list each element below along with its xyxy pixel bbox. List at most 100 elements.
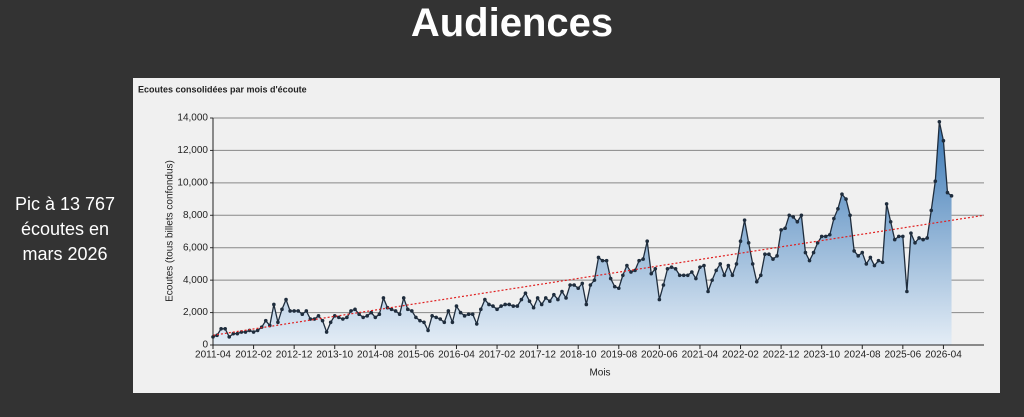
point xyxy=(584,302,589,307)
point xyxy=(564,296,568,300)
point xyxy=(568,283,572,287)
point xyxy=(616,286,621,291)
x-axis-title: Mois xyxy=(589,368,610,379)
y-tick-label: 12,000 xyxy=(177,145,208,156)
point xyxy=(832,216,836,221)
point xyxy=(641,257,645,261)
point xyxy=(272,302,276,307)
x-tick-label: 2025-06 xyxy=(884,350,921,361)
point xyxy=(929,208,934,213)
point xyxy=(738,239,743,244)
point xyxy=(418,318,422,323)
point xyxy=(779,228,783,232)
point xyxy=(535,296,540,300)
point xyxy=(503,302,507,307)
point xyxy=(353,307,357,312)
point xyxy=(872,263,877,268)
point xyxy=(227,335,232,339)
point xyxy=(848,213,852,218)
point xyxy=(649,271,654,276)
point xyxy=(381,296,386,300)
point xyxy=(888,219,893,224)
point xyxy=(690,270,694,274)
x-tick-label: 2017-02 xyxy=(479,350,516,361)
point xyxy=(856,254,861,258)
point xyxy=(823,234,828,239)
point xyxy=(336,315,341,320)
point xyxy=(251,330,256,334)
point xyxy=(539,302,544,307)
point xyxy=(499,304,503,308)
point xyxy=(377,312,382,316)
point xyxy=(730,273,735,278)
y-axis-title: Ecoutes (tous billets confondus) xyxy=(165,160,176,302)
point xyxy=(864,262,869,266)
point xyxy=(292,309,296,313)
point xyxy=(677,273,682,278)
point xyxy=(280,307,284,312)
point xyxy=(714,268,718,273)
point xyxy=(734,262,739,266)
point xyxy=(393,309,398,313)
point xyxy=(698,265,702,269)
point xyxy=(759,273,763,278)
point xyxy=(426,328,430,333)
point xyxy=(263,318,268,323)
point xyxy=(438,317,443,321)
point xyxy=(479,307,483,312)
point xyxy=(828,232,832,237)
point xyxy=(783,226,787,231)
point xyxy=(746,241,751,245)
y-tick-label: 6,000 xyxy=(183,242,208,253)
point xyxy=(653,266,658,271)
point xyxy=(349,309,353,313)
point xyxy=(604,258,609,263)
point xyxy=(219,326,223,331)
point xyxy=(868,255,873,260)
point xyxy=(491,304,495,308)
point xyxy=(300,312,305,316)
point xyxy=(345,315,349,320)
point xyxy=(316,314,321,318)
point xyxy=(454,304,459,308)
x-tick-label: 2026-04 xyxy=(925,350,962,361)
point xyxy=(909,231,913,235)
point xyxy=(892,237,897,242)
point xyxy=(572,283,576,287)
point xyxy=(312,317,317,321)
point xyxy=(284,297,288,302)
point xyxy=(844,197,848,201)
point xyxy=(324,330,329,334)
x-tick-label: 2012-12 xyxy=(276,350,313,361)
point xyxy=(527,299,532,304)
point xyxy=(328,320,333,325)
point xyxy=(876,258,881,263)
point xyxy=(771,257,775,261)
x-tick-label: 2022-12 xyxy=(763,350,800,361)
point xyxy=(580,281,585,286)
point xyxy=(373,315,378,320)
x-tick-label: 2021-04 xyxy=(682,350,719,361)
point xyxy=(531,305,536,310)
point xyxy=(341,317,345,321)
point xyxy=(722,273,727,278)
point xyxy=(661,283,666,287)
point xyxy=(470,312,475,316)
point xyxy=(836,207,840,211)
point xyxy=(767,252,771,256)
x-tick-label: 2020-06 xyxy=(641,350,678,361)
point xyxy=(430,314,434,318)
point xyxy=(255,328,260,333)
point xyxy=(296,309,301,313)
point xyxy=(665,266,670,271)
point xyxy=(799,213,804,218)
point xyxy=(949,194,954,198)
point xyxy=(710,278,714,282)
point xyxy=(361,315,365,320)
point xyxy=(860,250,865,255)
y-tick-label: 0 xyxy=(202,340,208,351)
point xyxy=(474,322,479,326)
point xyxy=(815,241,820,245)
point xyxy=(231,331,236,336)
